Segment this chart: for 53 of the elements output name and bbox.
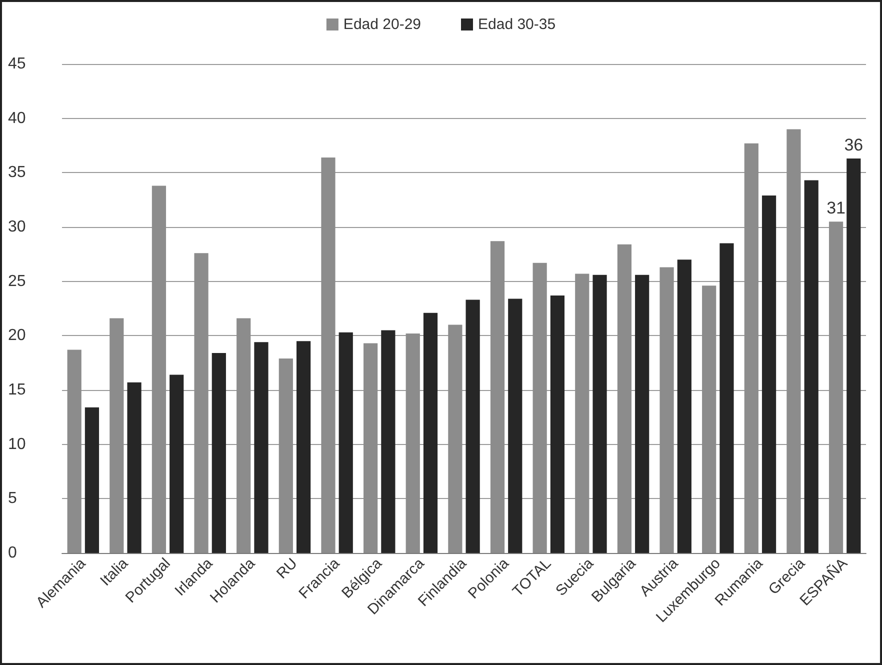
y-tick-label: 45 (8, 56, 26, 72)
y-tick-label: 20 (8, 327, 26, 344)
bar (236, 318, 251, 553)
bar (804, 180, 818, 553)
bar (617, 244, 632, 553)
data-label: 31 (826, 198, 846, 218)
bar (194, 253, 208, 553)
bar (364, 343, 378, 553)
bar (635, 274, 650, 553)
bar (702, 286, 716, 553)
bar (846, 158, 861, 553)
bar (84, 407, 100, 553)
bar (321, 157, 336, 553)
bar (532, 262, 547, 553)
bar (508, 298, 522, 553)
bar (254, 342, 268, 553)
bar (278, 358, 293, 553)
bar (575, 274, 590, 553)
bar (406, 333, 420, 553)
y-tick-label: 35 (8, 164, 26, 182)
legend-label: Edad 20-29 (343, 16, 422, 33)
data-label: 36 (844, 136, 864, 155)
y-tick-label: 25 (8, 272, 26, 290)
bar (448, 324, 462, 553)
bar (127, 382, 142, 553)
bar (381, 330, 396, 553)
bar (152, 186, 166, 553)
y-tick-label: 30 (8, 218, 26, 236)
bar (592, 274, 607, 553)
bar (828, 222, 844, 553)
y-tick-label: 40 (8, 110, 26, 127)
bar (720, 243, 734, 553)
bar (762, 195, 776, 553)
bar (490, 241, 505, 553)
y-tick-label: 5 (8, 490, 17, 508)
bar (550, 295, 564, 553)
bar (338, 332, 353, 553)
bar (110, 318, 124, 553)
bar (212, 353, 226, 553)
bar (67, 350, 82, 553)
bar (170, 374, 184, 553)
bar (466, 300, 480, 553)
bar (423, 312, 438, 553)
bar (744, 143, 758, 553)
y-tick-label: 15 (8, 382, 26, 398)
y-tick-label: 10 (8, 436, 26, 453)
bar (296, 341, 311, 553)
x-tick-label: RU (273, 554, 301, 582)
bar (677, 260, 692, 553)
y-tick-label: 0 (8, 544, 17, 562)
bar (660, 267, 674, 553)
bar (786, 129, 801, 553)
legend-label: Edad 30-35 (478, 16, 556, 33)
